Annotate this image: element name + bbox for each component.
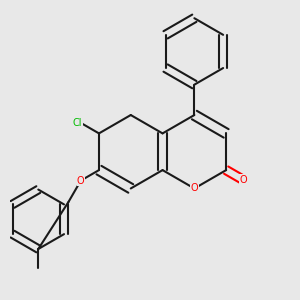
Text: O: O xyxy=(77,176,85,186)
Text: Cl: Cl xyxy=(73,118,82,128)
Text: O: O xyxy=(239,175,247,185)
Text: O: O xyxy=(190,184,198,194)
